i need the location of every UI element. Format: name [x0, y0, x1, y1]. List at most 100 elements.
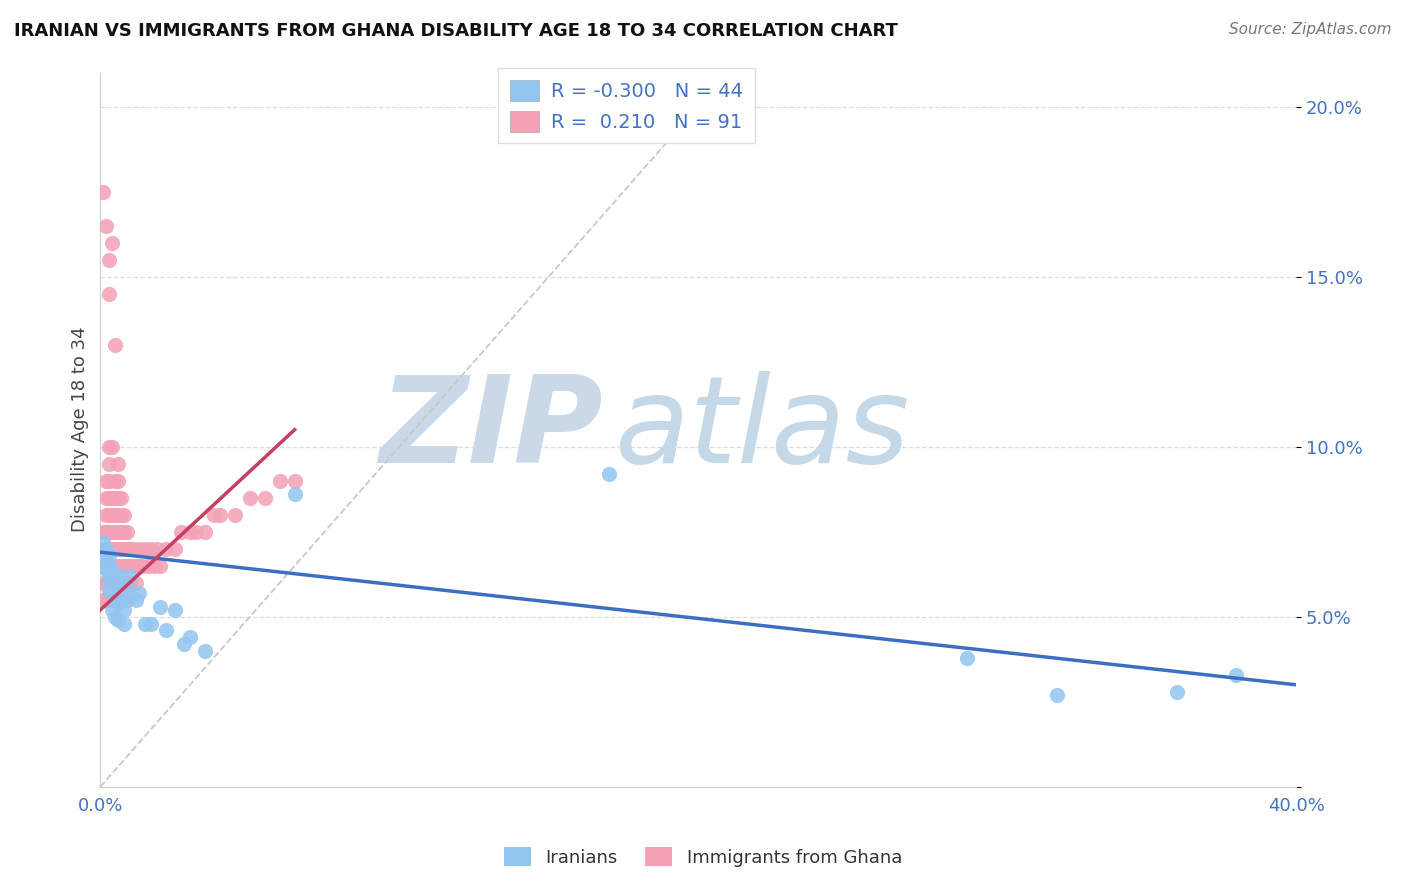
Point [112, 524, 135, 539]
Point [91, 541, 114, 556]
Point [120, 558, 142, 573]
Point [96, 508, 118, 522]
Point [110, 575, 132, 590]
Point [98, 558, 121, 573]
Point [155, 541, 177, 556]
Point [96, 549, 118, 563]
Point [98, 582, 121, 597]
Point [202, 508, 225, 522]
Point [112, 558, 135, 573]
Point [96, 575, 118, 590]
Point [117, 541, 139, 556]
Point [110, 508, 132, 522]
Point [91, 535, 114, 549]
Y-axis label: Disability Age 18 to 34: Disability Age 18 to 34 [72, 326, 89, 533]
Point [101, 541, 124, 556]
Point [143, 558, 166, 573]
Point [112, 603, 135, 617]
Point [101, 562, 124, 576]
Point [101, 558, 124, 573]
Point [122, 541, 145, 556]
Point [117, 592, 139, 607]
Point [284, 474, 307, 488]
Point [107, 613, 129, 627]
Point [98, 541, 121, 556]
Point [101, 491, 124, 505]
Point [179, 630, 201, 644]
Legend: R = -0.300   N = 44, R =  0.210   N = 91: R = -0.300 N = 44, R = 0.210 N = 91 [498, 68, 755, 144]
Text: IRANIAN VS IMMIGRANTS FROM GHANA DISABILITY AGE 18 TO 34 CORRELATION CHART: IRANIAN VS IMMIGRANTS FROM GHANA DISABIL… [14, 22, 898, 40]
Point [110, 569, 132, 583]
Point [91, 541, 114, 556]
Point [98, 524, 121, 539]
Point [184, 524, 207, 539]
Point [107, 524, 129, 539]
Point [104, 572, 127, 586]
Point [155, 624, 177, 638]
Point [110, 558, 132, 573]
Point [96, 541, 118, 556]
Point [128, 586, 150, 600]
Point [1166, 684, 1188, 698]
Point [101, 592, 124, 607]
Point [173, 637, 195, 651]
Point [107, 508, 129, 522]
Point [165, 603, 187, 617]
Point [128, 541, 150, 556]
Point [224, 508, 246, 522]
Point [107, 596, 129, 610]
Point [120, 575, 142, 590]
Point [98, 457, 121, 471]
Point [112, 575, 135, 590]
Point [107, 474, 129, 488]
Point [104, 541, 127, 556]
Point [98, 575, 121, 590]
Point [110, 524, 132, 539]
Point [112, 508, 135, 522]
Point [96, 474, 118, 488]
Point [91, 558, 114, 573]
Point [136, 558, 159, 573]
Point [91, 524, 114, 539]
Point [117, 558, 139, 573]
Point [101, 524, 124, 539]
Legend: Iranians, Immigrants from Ghana: Iranians, Immigrants from Ghana [496, 840, 910, 874]
Text: atlas: atlas [614, 371, 910, 488]
Point [122, 558, 145, 573]
Point [170, 524, 193, 539]
Point [239, 491, 262, 505]
Point [101, 586, 124, 600]
Point [253, 491, 276, 505]
Point [107, 541, 129, 556]
Point [149, 558, 172, 573]
Point [956, 650, 979, 665]
Point [134, 541, 156, 556]
Point [131, 558, 153, 573]
Point [141, 616, 163, 631]
Point [134, 616, 156, 631]
Point [91, 185, 114, 199]
Point [96, 562, 118, 576]
Point [98, 491, 121, 505]
Point [98, 549, 121, 563]
Point [110, 541, 132, 556]
Point [117, 579, 139, 593]
Point [107, 558, 129, 573]
Point [101, 440, 124, 454]
Point [120, 541, 142, 556]
Point [598, 467, 620, 481]
Point [107, 457, 129, 471]
Point [96, 491, 118, 505]
Point [104, 575, 127, 590]
Point [120, 569, 142, 583]
Point [104, 508, 127, 522]
Point [98, 558, 121, 573]
Point [98, 474, 121, 488]
Point [91, 558, 114, 573]
Point [96, 558, 118, 573]
Point [110, 592, 132, 607]
Point [1046, 688, 1069, 702]
Point [194, 644, 217, 658]
Point [112, 541, 135, 556]
Point [98, 592, 121, 607]
